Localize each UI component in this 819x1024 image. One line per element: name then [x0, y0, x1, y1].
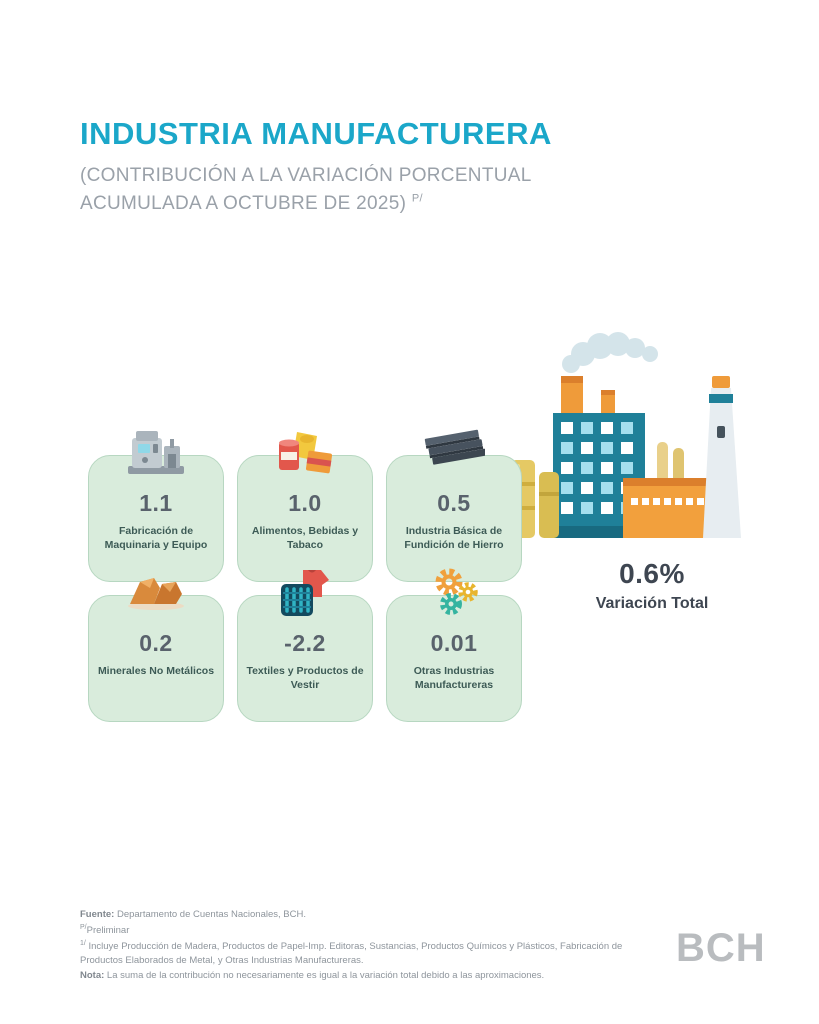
- smoke-icon: [562, 332, 658, 373]
- card-label: Alimentos, Bebidas y Tabaco: [251, 525, 359, 552]
- footer-notes: Fuente: Departamento de Cuentas Nacional…: [80, 908, 655, 984]
- includes-text: Incluye Producción de Madera, Productos …: [80, 940, 623, 967]
- food-icon: [238, 426, 372, 484]
- nota-label: Nota:: [80, 970, 105, 982]
- total-variation-label: Variación Total: [595, 595, 709, 612]
- card-maquinaria: 1.1 Fabricación de Maquinaria y Equipo: [88, 431, 224, 582]
- card-label: Industria Básica de Fundición de Hierro: [404, 525, 504, 552]
- card-value: 0.01: [430, 630, 478, 656]
- card-otras-industrias: 0.01 Otras Industrias Manufactureras: [386, 568, 522, 722]
- header: INDUSTRIA MANUFACTURERA (CONTRIBUCIÓN A …: [80, 116, 700, 217]
- card-label: Textiles y Productos de Vestir: [246, 665, 364, 692]
- page-subtitle: (CONTRIBUCIÓN A LA VARIACIÓN PORCENTUAL …: [80, 162, 700, 217]
- card-label: Fabricación de Maquinaria y Equipo: [104, 525, 208, 552]
- card-label: Otras Industrias Manufactureras: [413, 665, 495, 692]
- contribution-cards: 1.1 Fabricación de Maquinaria y Equipo 1…: [88, 429, 522, 722]
- card-textiles: -2.2 Textiles y Productos de Vestir: [237, 570, 373, 722]
- subtitle-line2: ACUMULADA A OCTUBRE DE 2025): [80, 192, 407, 214]
- total-variation-value: 0.6%: [619, 558, 685, 589]
- preliminar-superscript: P/: [80, 923, 87, 931]
- total-variation: 0.6% Variación Total: [552, 558, 752, 613]
- includes-note: 1/ Incluye Producción de Madera, Product…: [80, 939, 655, 970]
- preliminar-note: P/Preliminar: [80, 923, 655, 939]
- source-note: Fuente: Departamento de Cuentas Nacional…: [80, 908, 655, 923]
- card-value: -2.2: [284, 630, 326, 656]
- card-minerales: 0.2 Minerales No Metálicos: [88, 578, 224, 722]
- steel-icon: [387, 426, 521, 484]
- source-text: Departamento de Cuentas Nacionales, BCH.: [114, 909, 306, 920]
- card-value: 0.5: [437, 490, 471, 516]
- factory-illustration: [505, 330, 755, 550]
- source-label: Fuente:: [80, 909, 115, 920]
- card-value: 1.1: [139, 490, 173, 516]
- preliminar-text: Preliminar: [86, 924, 130, 936]
- machinery-icon: [89, 426, 223, 484]
- card-value: 0.2: [139, 630, 173, 656]
- includes-superscript: 1/: [80, 939, 86, 947]
- card-alimentos: 1.0 Alimentos, Bebidas y Tabaco: [237, 432, 373, 582]
- rounding-note: Nota: La suma de la contribución no nece…: [80, 969, 655, 984]
- card-value: 1.0: [288, 490, 322, 516]
- subtitle-superscript: P/: [411, 192, 423, 205]
- page-title: INDUSTRIA MANUFACTURERA: [80, 116, 552, 151]
- card-label: Minerales No Metálicos: [97, 665, 215, 677]
- bch-logo: BCH: [676, 926, 766, 970]
- subtitle-line1: (CONTRIBUCIÓN A LA VARIACIÓN PORCENTUAL: [80, 165, 532, 186]
- card-fundicion-hierro: 0.5 Industria Básica de Fundición de Hie…: [386, 429, 522, 582]
- nota-text: La suma de la contribución no necesariam…: [104, 970, 545, 982]
